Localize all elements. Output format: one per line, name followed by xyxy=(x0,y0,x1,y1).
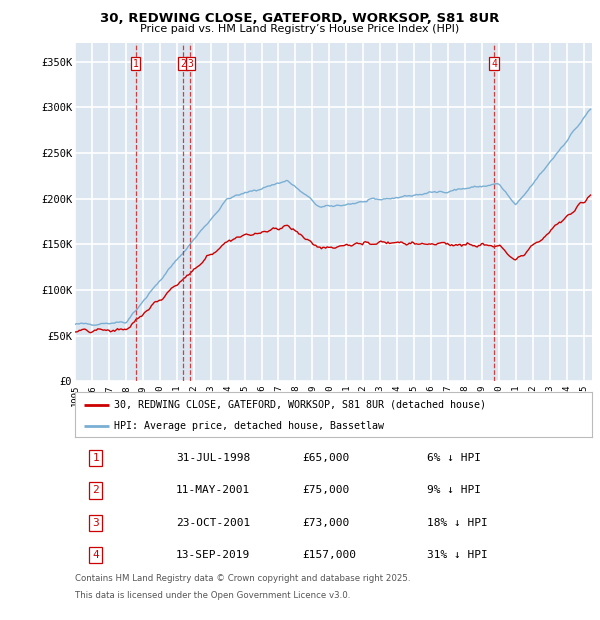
Text: This data is licensed under the Open Government Licence v3.0.: This data is licensed under the Open Gov… xyxy=(75,591,350,601)
Text: 4: 4 xyxy=(92,550,99,560)
Text: 2: 2 xyxy=(92,485,99,495)
Text: 31-JUL-1998: 31-JUL-1998 xyxy=(176,453,250,463)
Text: 2: 2 xyxy=(180,59,186,69)
Text: HPI: Average price, detached house, Bassetlaw: HPI: Average price, detached house, Bass… xyxy=(114,421,384,431)
Text: 30, REDWING CLOSE, GATEFORD, WORKSOP, S81 8UR (detached house): 30, REDWING CLOSE, GATEFORD, WORKSOP, S8… xyxy=(114,400,486,410)
Text: £73,000: £73,000 xyxy=(302,518,350,528)
Text: 23-OCT-2001: 23-OCT-2001 xyxy=(176,518,250,528)
Text: 13-SEP-2019: 13-SEP-2019 xyxy=(176,550,250,560)
Text: 3: 3 xyxy=(92,518,99,528)
Text: 4: 4 xyxy=(491,59,497,69)
Text: Price paid vs. HM Land Registry’s House Price Index (HPI): Price paid vs. HM Land Registry’s House … xyxy=(140,24,460,33)
Text: 1: 1 xyxy=(92,453,99,463)
Text: 9% ↓ HPI: 9% ↓ HPI xyxy=(427,485,481,495)
Text: £65,000: £65,000 xyxy=(302,453,350,463)
Text: 1: 1 xyxy=(133,59,139,69)
Text: 3: 3 xyxy=(188,59,193,69)
Text: 6% ↓ HPI: 6% ↓ HPI xyxy=(427,453,481,463)
Text: £157,000: £157,000 xyxy=(302,550,356,560)
Text: 31% ↓ HPI: 31% ↓ HPI xyxy=(427,550,487,560)
Text: Contains HM Land Registry data © Crown copyright and database right 2025.: Contains HM Land Registry data © Crown c… xyxy=(75,574,410,583)
Text: 11-MAY-2001: 11-MAY-2001 xyxy=(176,485,250,495)
Text: 30, REDWING CLOSE, GATEFORD, WORKSOP, S81 8UR: 30, REDWING CLOSE, GATEFORD, WORKSOP, S8… xyxy=(100,12,500,25)
Text: £75,000: £75,000 xyxy=(302,485,350,495)
Text: 18% ↓ HPI: 18% ↓ HPI xyxy=(427,518,487,528)
